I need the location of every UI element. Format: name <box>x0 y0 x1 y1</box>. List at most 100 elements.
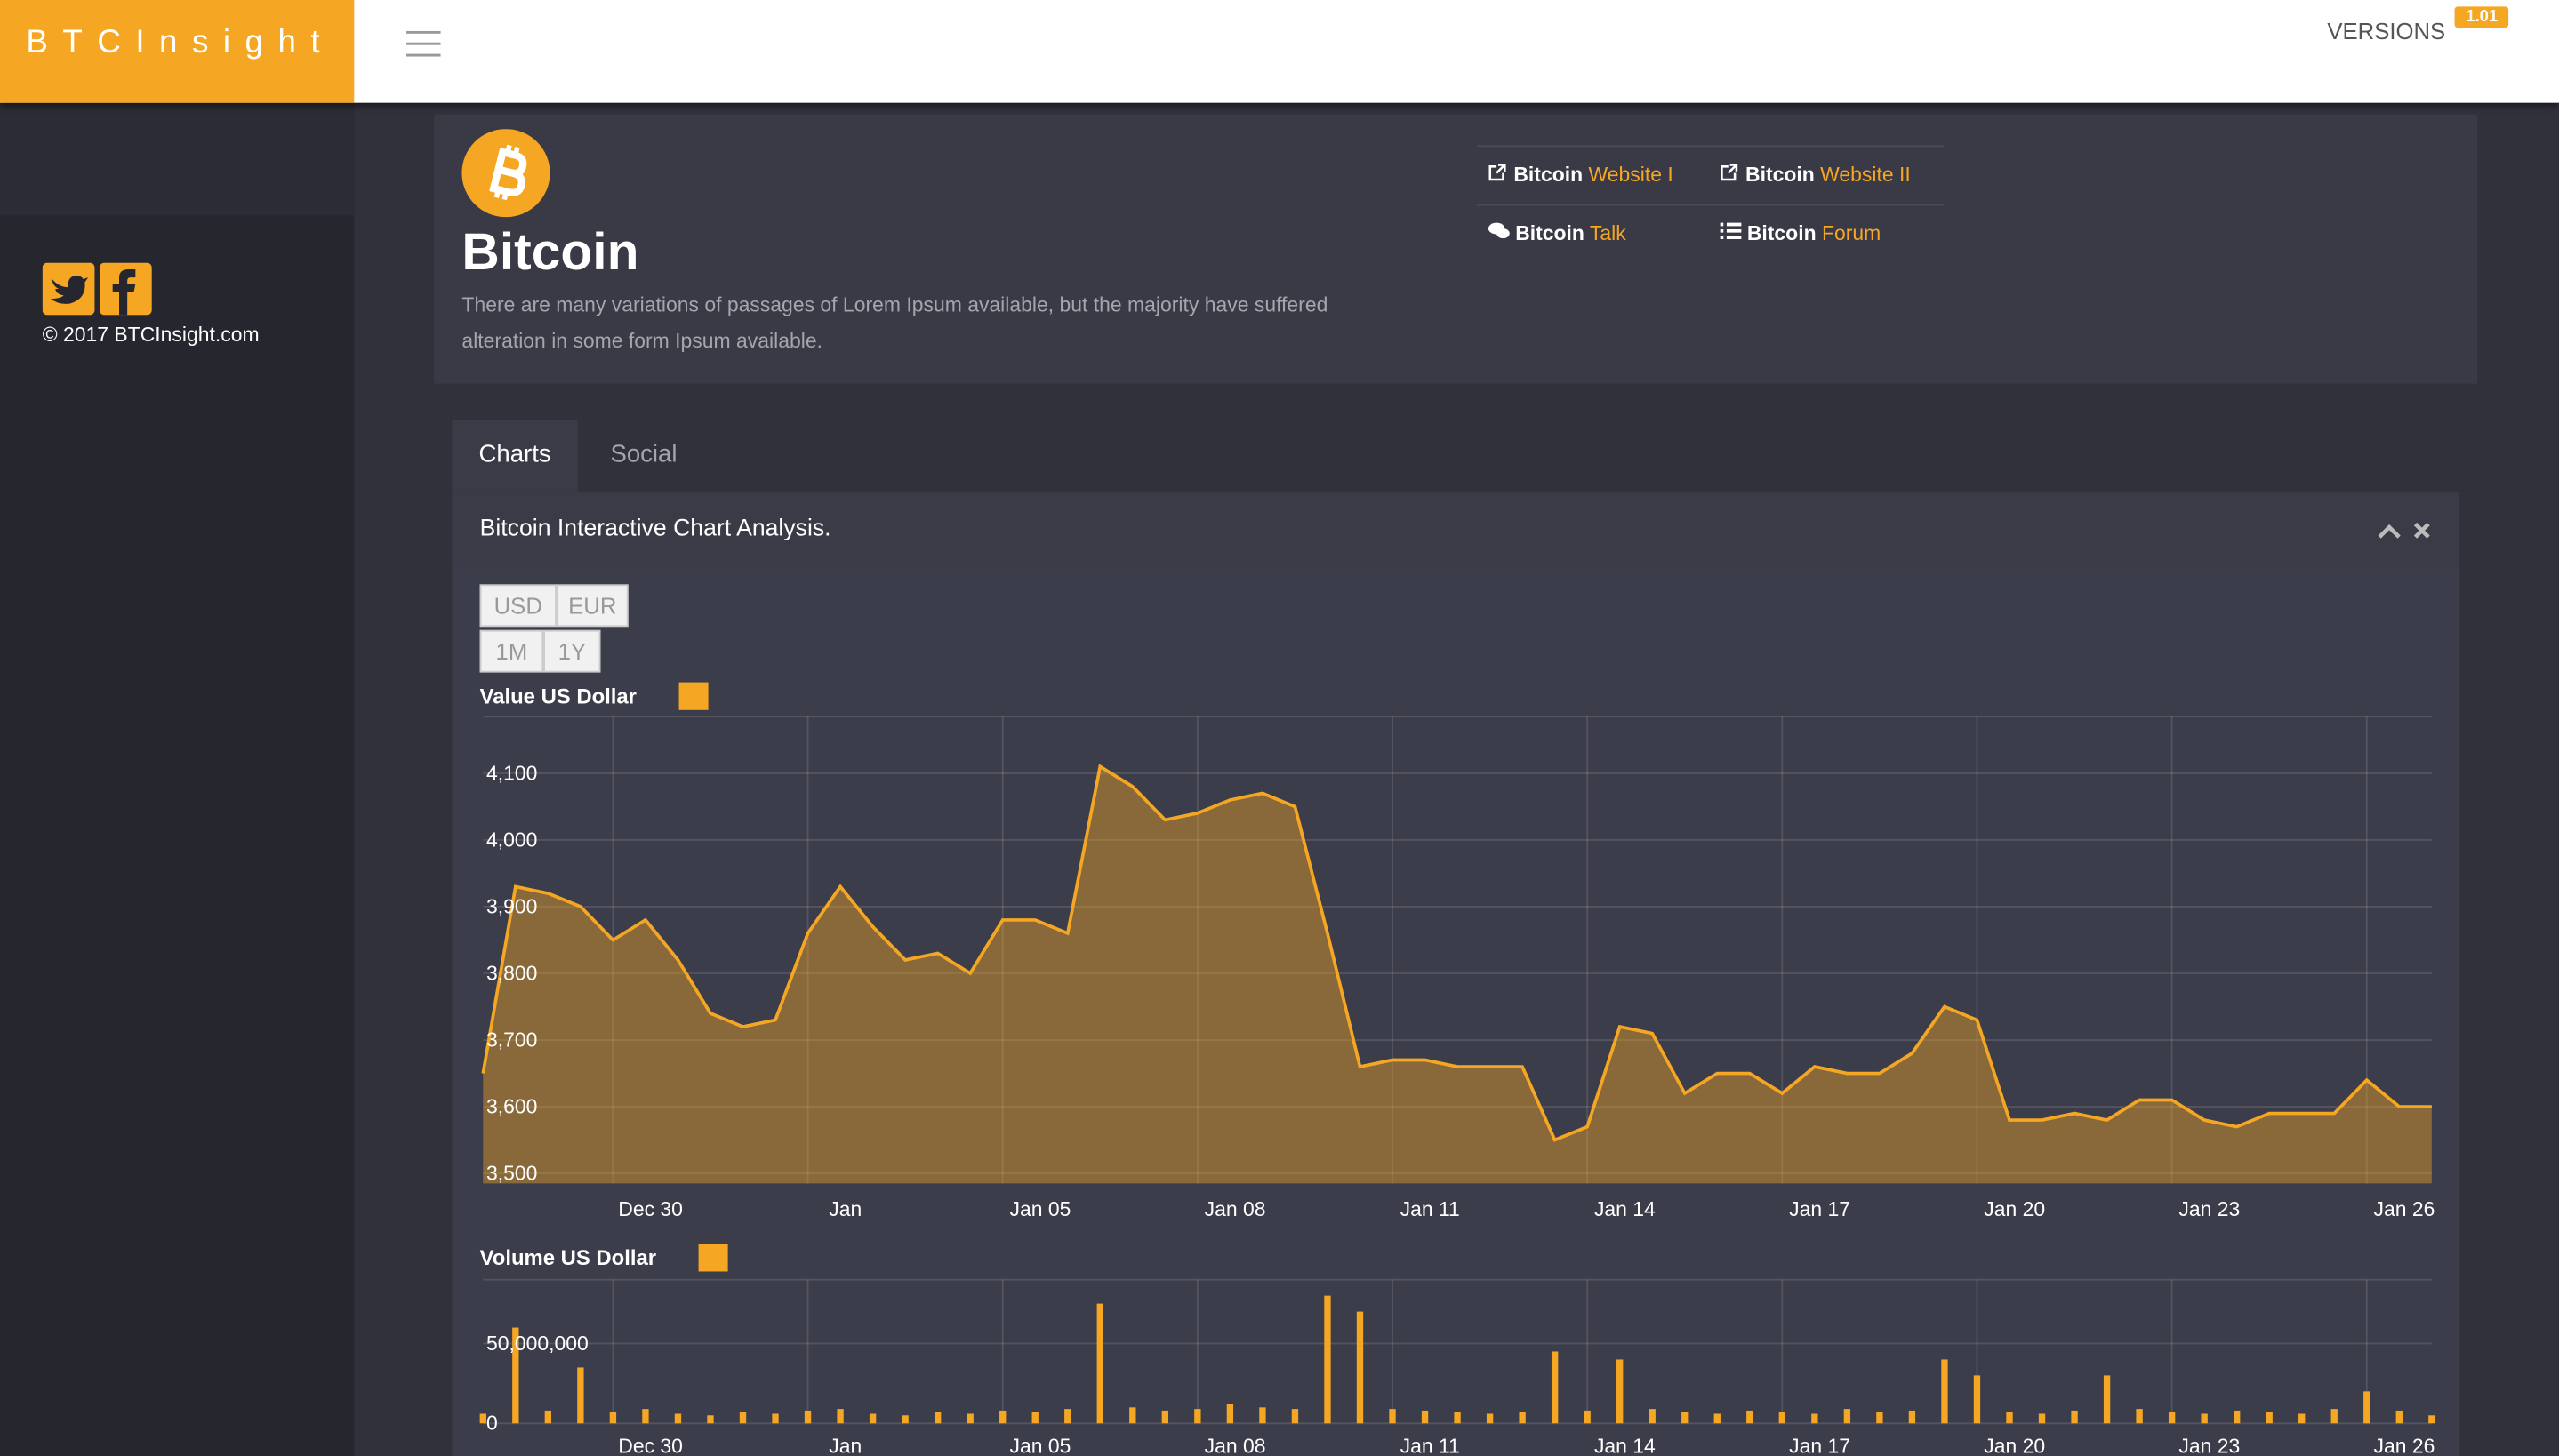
volume-bar <box>1421 1410 1429 1424</box>
volume-bar <box>1843 1409 1851 1424</box>
volume-bar <box>1551 1351 1559 1424</box>
chart-title: Value US Dollar <box>480 684 637 708</box>
brand[interactable]: BTCInsight <box>0 0 355 103</box>
coin-name: Bitcoin <box>461 221 639 281</box>
panel-controls <box>2378 522 2430 539</box>
link-icon <box>1488 164 1506 181</box>
volume-bar <box>1681 1412 1689 1424</box>
y-tick-label: 4,100 <box>486 761 537 784</box>
x-tick-label: Jan 20 <box>1984 1197 2045 1220</box>
social-icons <box>42 262 152 316</box>
x-tick-label: Jan 26 <box>2374 1197 2435 1220</box>
volume-bar <box>2428 1415 2435 1424</box>
y-tick-label: 3,600 <box>486 1094 537 1117</box>
coin-link[interactable]: Bitcoin Website II <box>1721 163 1911 187</box>
tab[interactable]: Social <box>610 440 678 469</box>
x-tick-label: Jan 14 <box>1594 1434 1656 1456</box>
list-icon <box>1720 222 1742 240</box>
volume-bar <box>1324 1295 1331 1424</box>
link-label: Website II <box>1820 163 1911 187</box>
top-bar: BTCInsight VERSIONS 1.01 <box>0 0 2559 103</box>
volume-bar <box>902 1415 909 1424</box>
volume-bar <box>1616 1359 1624 1424</box>
coin-link[interactable]: Bitcoin Talk <box>1488 221 1626 245</box>
menu-toggle[interactable] <box>406 30 442 57</box>
close-button[interactable] <box>2413 522 2430 539</box>
volume-bar <box>1129 1407 1136 1424</box>
volume-bar <box>1713 1413 1721 1424</box>
coin-link[interactable]: Bitcoin Forum <box>1720 222 1881 244</box>
volume-bar <box>1226 1404 1234 1424</box>
volume-bar <box>609 1412 617 1424</box>
link-icon <box>1721 164 1738 181</box>
volume-bar <box>1064 1409 1071 1424</box>
y-tick-label: 4,000 <box>486 828 537 851</box>
volume-bar <box>1389 1409 1396 1424</box>
volume-bar <box>642 1409 649 1424</box>
versions[interactable]: VERSIONS <box>2327 18 2446 44</box>
copyright: © 2017 BTCInsight.com <box>42 323 260 347</box>
volume-bar <box>1908 1410 1916 1424</box>
volume-bar <box>1584 1410 1591 1424</box>
divider <box>1477 204 1945 206</box>
volume-bar <box>1161 1410 1169 1424</box>
volume-bar <box>1811 1413 1818 1424</box>
volume-bar <box>2234 1410 2241 1424</box>
volume-bar <box>1941 1359 1948 1424</box>
x-tick-label: Jan <box>829 1434 862 1456</box>
volume-bar <box>1291 1409 1299 1424</box>
volume-bar <box>1096 1303 1103 1424</box>
link-label: Talk <box>1589 221 1626 245</box>
x-tick-label: Jan 11 <box>1400 1197 1460 1220</box>
legend-swatch <box>698 1244 728 1272</box>
volume-bar <box>1454 1412 1461 1424</box>
x-tick-label: Jan 14 <box>1594 1197 1656 1220</box>
volume-bar <box>479 1413 486 1424</box>
volume-bar <box>967 1413 974 1424</box>
range-button[interactable]: 1M <box>479 629 544 673</box>
volume-bar <box>739 1412 747 1424</box>
x-tick-label: Jan 17 <box>1789 1197 1850 1220</box>
y-tick-label: 3,700 <box>486 1028 537 1051</box>
y-tick-label: 3,900 <box>486 894 537 917</box>
divider <box>1477 145 1945 148</box>
volume-bar <box>2298 1413 2306 1424</box>
volume-bar <box>934 1412 942 1424</box>
volume-bar <box>2330 1409 2338 1424</box>
volume-bar <box>999 1410 1007 1424</box>
volume-bar <box>2201 1413 2208 1424</box>
price-area <box>483 766 2432 1184</box>
volume-bar <box>837 1409 844 1424</box>
coin-link[interactable]: Bitcoin Website I <box>1488 163 1673 187</box>
range-button[interactable]: 1Y <box>543 629 601 673</box>
link-bold: Bitcoin <box>1745 163 1815 187</box>
currency-button[interactable]: EUR <box>556 584 629 628</box>
volume-bar <box>1746 1410 1753 1424</box>
coin-description: There are many variations of passages of… <box>461 293 1328 353</box>
link-bold: Bitcoin <box>1515 221 1584 245</box>
panel-header <box>452 491 2460 567</box>
x-tick-label: Jan 08 <box>1205 1197 1266 1220</box>
link-bold: Bitcoin <box>1513 163 1584 187</box>
y-tick-label: 50,000,000 <box>486 1332 589 1355</box>
version-badge: 1.01 <box>2454 6 2509 28</box>
currency-button[interactable]: USD <box>479 584 557 628</box>
panel-title: Bitcoin Interactive Chart Analysis. <box>479 516 831 542</box>
twitter-glyph <box>50 276 89 304</box>
collapse-button[interactable] <box>2378 524 2401 539</box>
volume-bar <box>512 1327 519 1424</box>
volume-bar <box>2103 1375 2111 1424</box>
x-tick-label: Jan 23 <box>2178 1434 2240 1456</box>
volume-bar <box>1973 1375 1981 1424</box>
volume-bar <box>804 1410 812 1424</box>
x-tick-label: Jan 17 <box>1789 1434 1850 1456</box>
x-tick-label: Jan 05 <box>1009 1197 1071 1220</box>
chart-title: Volume US Dollar <box>480 1246 656 1270</box>
x-tick-label: Jan 11 <box>1400 1434 1460 1456</box>
volume-bar <box>1876 1412 1883 1424</box>
volume-bar <box>869 1413 877 1424</box>
volume-bar <box>577 1367 584 1424</box>
talk-icon <box>1488 222 1510 239</box>
tab[interactable]: Charts <box>452 419 578 492</box>
